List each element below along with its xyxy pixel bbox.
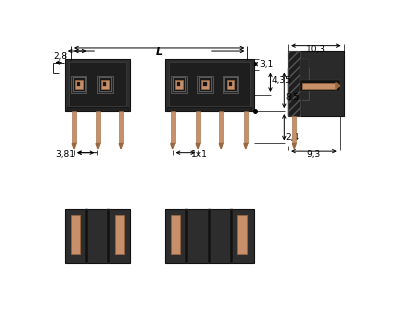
- Bar: [65, 209, 130, 263]
- Bar: [175, 80, 183, 89]
- Polygon shape: [171, 143, 174, 149]
- Bar: [196, 111, 200, 143]
- Bar: [97, 76, 113, 92]
- Polygon shape: [244, 143, 248, 149]
- Bar: [288, 51, 300, 116]
- Bar: [244, 111, 248, 143]
- Bar: [224, 77, 236, 91]
- Bar: [77, 82, 80, 87]
- Bar: [288, 68, 302, 116]
- Bar: [115, 215, 124, 254]
- Bar: [107, 209, 110, 263]
- Text: 3,1: 3,1: [260, 60, 274, 69]
- Polygon shape: [119, 143, 123, 149]
- Bar: [300, 59, 309, 100]
- Text: 4,35: 4,35: [272, 76, 292, 85]
- Bar: [72, 111, 76, 143]
- Bar: [204, 82, 206, 87]
- Bar: [288, 51, 344, 116]
- Bar: [71, 215, 80, 254]
- Bar: [171, 111, 174, 143]
- Text: 8,5: 8,5: [286, 93, 300, 102]
- Bar: [199, 77, 211, 91]
- Text: L: L: [156, 47, 163, 57]
- Bar: [177, 82, 180, 87]
- Bar: [169, 62, 250, 107]
- Bar: [165, 59, 254, 111]
- Bar: [167, 107, 251, 111]
- Bar: [171, 76, 186, 92]
- Bar: [201, 80, 209, 89]
- Bar: [101, 80, 109, 89]
- Bar: [67, 107, 128, 111]
- Text: 9,3: 9,3: [307, 150, 321, 160]
- Text: 2,4: 2,4: [286, 133, 300, 142]
- Bar: [226, 80, 234, 89]
- Polygon shape: [219, 143, 223, 149]
- Text: 2,8: 2,8: [53, 52, 68, 61]
- Bar: [229, 82, 232, 87]
- Bar: [300, 80, 340, 91]
- Bar: [302, 83, 336, 89]
- Bar: [165, 209, 254, 263]
- Text: 1x1: 1x1: [191, 150, 208, 159]
- Polygon shape: [96, 143, 100, 149]
- Bar: [71, 76, 86, 92]
- Bar: [85, 209, 88, 263]
- Bar: [223, 76, 238, 92]
- Bar: [96, 111, 100, 143]
- Bar: [75, 80, 82, 89]
- Bar: [103, 82, 106, 87]
- Bar: [173, 77, 185, 91]
- Text: 10,3: 10,3: [306, 45, 326, 54]
- Bar: [69, 62, 126, 107]
- Bar: [237, 215, 246, 254]
- Bar: [292, 116, 296, 143]
- Bar: [99, 77, 111, 91]
- Bar: [197, 76, 213, 92]
- Bar: [72, 77, 85, 91]
- Polygon shape: [72, 143, 76, 149]
- Bar: [219, 111, 223, 143]
- Bar: [65, 59, 130, 111]
- Bar: [171, 215, 180, 254]
- Bar: [119, 111, 123, 143]
- Polygon shape: [196, 143, 200, 149]
- Bar: [230, 209, 234, 263]
- Polygon shape: [292, 143, 296, 149]
- Polygon shape: [336, 83, 340, 89]
- Text: 3,81: 3,81: [55, 150, 75, 159]
- Bar: [208, 209, 211, 263]
- Bar: [185, 209, 188, 263]
